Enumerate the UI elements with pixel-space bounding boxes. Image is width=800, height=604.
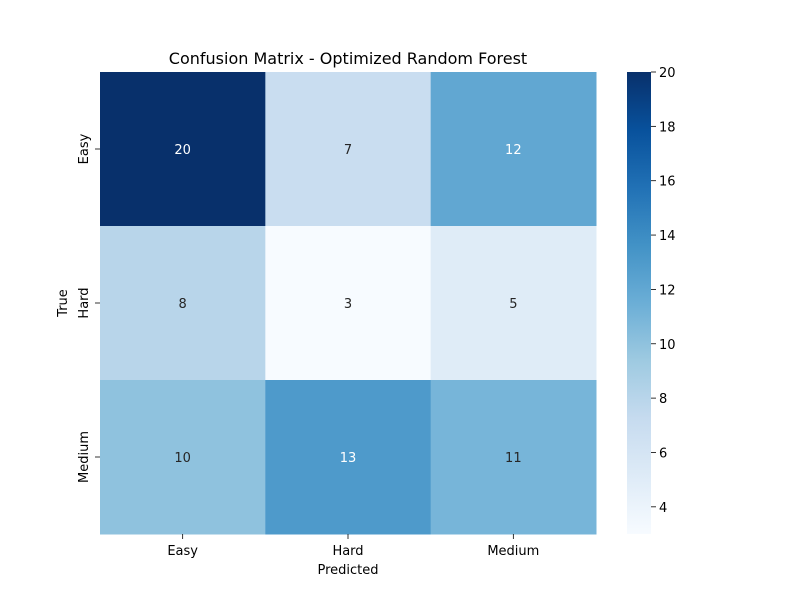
x-axis-label: Predicted <box>317 563 378 578</box>
cell-value-label: 3 <box>344 297 352 312</box>
x-tick-label: Hard <box>332 544 363 559</box>
colorbar: 4 6 8 10 12 14 16 18 20 <box>627 66 676 534</box>
chart-title: Confusion Matrix - Optimized Random Fore… <box>169 49 527 68</box>
cell-value-label: 7 <box>344 143 352 158</box>
y-axis-label: True <box>56 289 71 318</box>
y-axis-ticks: Easy Hard Medium <box>77 133 100 483</box>
colorbar-tick-label: 14 <box>659 229 676 244</box>
colorbar-tick-label: 16 <box>659 175 676 190</box>
colorbar-tick-label: 12 <box>659 283 676 298</box>
cell-value-label: 5 <box>509 297 517 312</box>
cell-annotations: 20 7 12 8 3 5 10 13 11 <box>174 143 521 466</box>
heatmap-cell-medium-hard <box>265 380 432 535</box>
x-tick-label: Easy <box>167 544 198 559</box>
heatmap-cell-easy-easy <box>100 72 266 227</box>
heatmap-cell-medium-medium <box>430 380 597 535</box>
cell-value-label: 10 <box>174 451 191 466</box>
heatmap-cell-hard-easy <box>100 226 266 381</box>
heatmap-cells <box>100 72 597 535</box>
heatmap-cell-easy-medium <box>430 72 597 227</box>
heatmap-cell-medium-easy <box>100 380 266 535</box>
cell-value-label: 13 <box>340 451 357 466</box>
heatmap-cell-hard-medium <box>430 226 597 381</box>
colorbar-tick-label: 6 <box>659 446 667 461</box>
x-axis-ticks: Easy Hard Medium <box>167 534 539 559</box>
cell-value-label: 11 <box>505 451 522 466</box>
cell-value-label: 20 <box>174 143 191 158</box>
colorbar-tick-label: 20 <box>659 66 676 81</box>
colorbar-gradient <box>627 72 651 534</box>
heatmap-cell-hard-hard <box>265 226 432 381</box>
y-tick-label: Easy <box>77 133 92 164</box>
x-tick-label: Medium <box>487 544 539 559</box>
colorbar-ticks: 4 6 8 10 12 14 16 18 20 <box>651 66 676 516</box>
heatmap-cell-easy-hard <box>265 72 432 227</box>
y-tick-label: Hard <box>77 287 92 318</box>
colorbar-tick-label: 10 <box>659 338 676 353</box>
colorbar-tick-label: 8 <box>659 392 667 407</box>
colorbar-tick-label: 18 <box>659 120 676 135</box>
y-tick-label: Medium <box>77 431 92 483</box>
cell-value-label: 8 <box>179 297 187 312</box>
cell-value-label: 12 <box>505 143 522 158</box>
colorbar-tick-label: 4 <box>659 501 667 516</box>
